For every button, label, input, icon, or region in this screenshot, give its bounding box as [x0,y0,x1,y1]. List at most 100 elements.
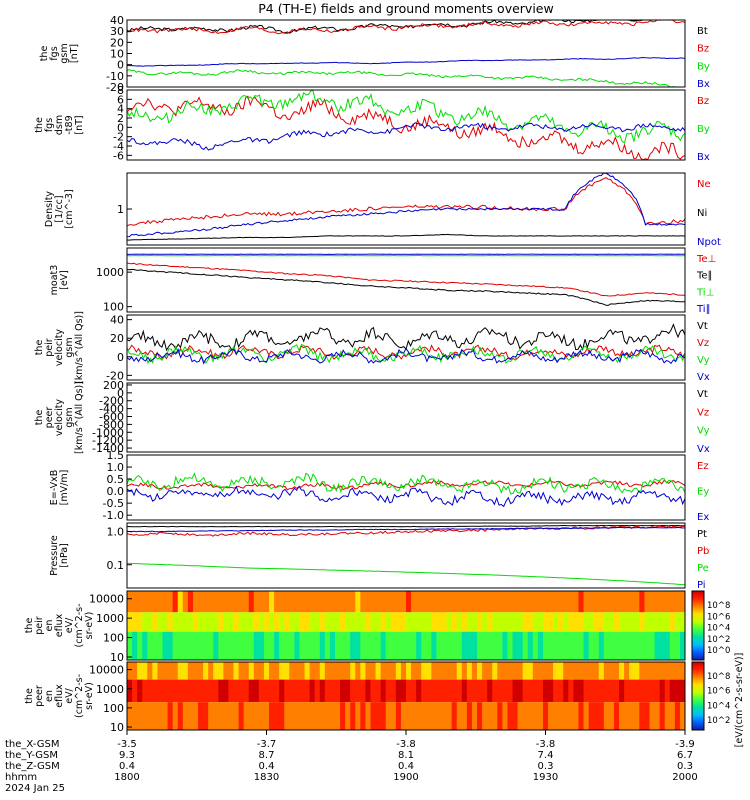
heatmap-band-3-cell [218,702,224,730]
heatmap-band-3-cell [182,702,189,730]
heatmap-band-1-cell [289,662,295,680]
heatmap-band-2-cell [416,679,422,703]
heatmap-band-3-cell [329,702,336,730]
heatmap-band-1-cell [624,662,630,680]
heatmap-band-1-cell [152,662,158,680]
colorbar-label: [eV/(cm^2-s-sr-eV)] [734,653,745,748]
heatmap-band-2-cell [355,612,361,632]
heatmap-band-1-cell [411,591,417,613]
heatmap-band-3-cell [248,702,255,730]
legend-Ni: Ni [697,208,707,219]
legend-Ti∥: Ti∥ [696,304,711,315]
heatmap-band-3-cell [233,631,240,660]
heatmap-band-2-cell [385,612,392,632]
heatmap-band-1-cell [436,662,443,680]
heatmap-band-2-cell [629,612,635,632]
y-axis-label: sr-eV) [84,612,95,640]
heatmap-band-2-cell [243,612,250,632]
heatmap-band-2-cell [593,679,600,703]
heatmap-band-3-cell [147,702,153,730]
heatmap-band-1-cell [583,591,590,613]
heatmap-band-1-cell [634,591,640,613]
heatmap-band-3-cell [147,631,153,660]
heatmap-band-2-cell [558,612,564,632]
heatmap-band-3-cell [228,702,235,730]
y-axis-label: velocity [54,399,65,437]
heatmap-band-1-cell [421,591,427,613]
heatmap-band-3-cell [664,702,671,730]
y-axis-label: E=-VxB [49,470,60,505]
heatmap-band-1-cell [558,591,564,613]
heatmap-band-3-cell [304,702,311,730]
y-tick-label: 100 [103,702,124,715]
heatmap-band-3-cell [385,702,392,730]
heatmap-band-3-cell [471,631,478,660]
heatmap-band-3-cell [608,702,615,730]
heatmap-band-3-cell [492,702,498,730]
x-row-value: 1830 [254,772,279,783]
colorbar [691,661,705,731]
heatmap-band-3-cell [679,702,686,730]
heatmap-band-2-cell [573,679,579,703]
heatmap-band-2-cell [395,679,402,703]
heatmap-band-1-cell [340,662,346,680]
x-row-label: the_Z-GSM [5,761,60,772]
y-tick-label: 40 [110,314,124,327]
heatmap-band-1-cell [471,662,478,680]
panel-8: 1.0 0.1 Pressure [nPa] Pt Pb Pe Pi [49,522,709,591]
heatmap-band-3-cell [319,631,326,660]
heatmap-band-2-cell [395,612,402,632]
heatmap-band-2-cell [411,679,417,703]
heatmap-band-2-cell [624,679,630,703]
heatmap-band-2-cell [350,679,356,703]
heatmap-band-1-cell [537,662,544,680]
heatmap-band-3-cell [263,702,270,730]
heatmap-band-2-cell [253,679,260,703]
series-line-Ne [126,177,686,227]
heatmap-band-3-cell [192,631,199,660]
heatmap-band-3-cell [466,702,473,730]
heatmap-band-3-cell [431,702,437,730]
heatmap-band-3-cell [426,702,432,730]
heatmap-band-1-cell [380,662,387,680]
heatmap-band-2-cell [304,612,311,632]
heatmap-band-2-cell [400,612,407,632]
heatmap-band-3-cell [624,702,630,730]
heatmap-band-1-cell [319,662,326,680]
heatmap-band-1-cell [127,662,133,680]
y-tick-label: 20 [110,36,124,49]
heatmap-band-2-cell [603,679,610,703]
heatmap-band-2-cell [649,679,656,703]
y-tick-label: -400 [99,403,124,416]
heatmap-band-1-cell [152,591,158,613]
heatmap-band-3-cell [380,702,387,730]
heatmap-band-1-cell [406,662,412,680]
heatmap-band-2-cell [441,612,448,632]
heatmap-band-2-cell [380,612,387,632]
heatmap-band-1-cell [253,591,260,613]
heatmap-band-1-cell [431,662,437,680]
heatmap-band-3-cell [406,702,412,730]
heatmap-band-3-cell [167,631,174,660]
y-axis-label: [mV/m] [59,470,70,506]
heatmap-band-2-cell [517,612,524,632]
y-tick-label: 30 [110,25,124,38]
heatmap-band-3-cell [294,702,300,730]
y-axis-label: [nPa] [59,543,70,568]
heatmap-band-2-cell [598,679,605,703]
heatmap-band-2-cell [619,679,625,703]
heatmap-band-1-cell [340,591,346,613]
heatmap-band-1-cell [522,591,529,613]
heatmap-band-2-cell [461,679,468,703]
heatmap-band-2-cell [360,612,366,632]
legend-Vt: Vt [697,321,708,332]
heatmap-band-3-cell [416,702,422,730]
heatmap-band-2-cell [132,679,138,703]
heatmap-band-2-cell [507,679,514,703]
heatmap-band-2-cell [482,679,488,703]
heatmap-band-3-cell [350,631,356,660]
heatmap-band-1-cell [497,591,503,613]
colorbar-tick-label: 10^8 [707,601,730,611]
